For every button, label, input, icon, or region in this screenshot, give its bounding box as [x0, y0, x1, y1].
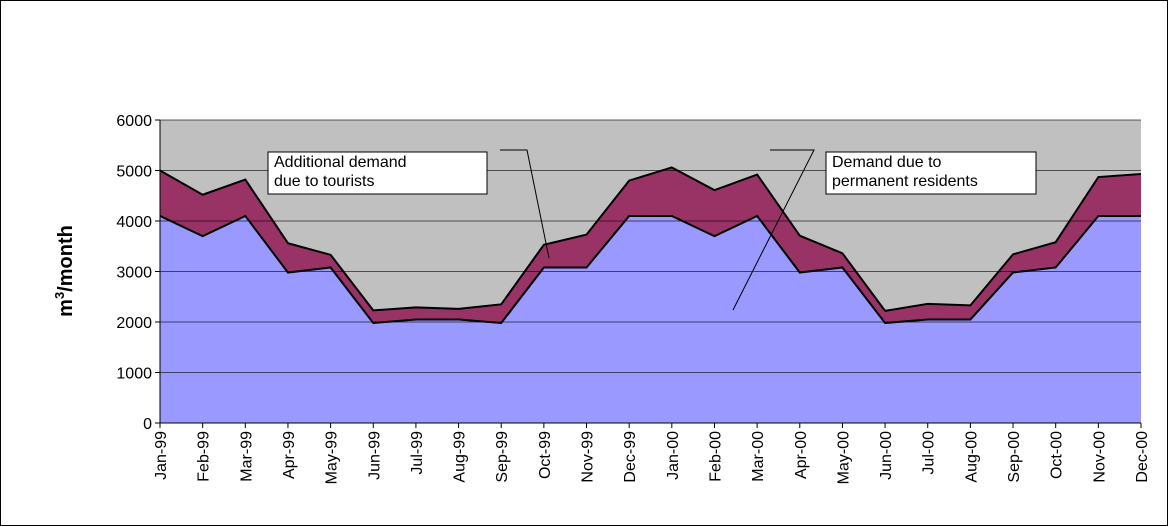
- x-tick-label: Jul-99: [409, 431, 426, 475]
- x-tick-label: Jul-00: [921, 431, 938, 475]
- x-tick-label: Dec-00: [1134, 431, 1151, 483]
- annotation-box: [825, 151, 1037, 195]
- x-tick-label: Apr-00: [793, 431, 810, 479]
- x-tick-label: Feb-00: [707, 431, 724, 482]
- y-label-rest: /month: [55, 225, 77, 292]
- x-tick-label: Nov-00: [1091, 431, 1108, 483]
- annotation-text: permanent residents: [832, 173, 978, 190]
- area-edge: [159, 166, 1142, 312]
- annotations: Additional demand due to tourists Demand…: [267, 149, 1037, 311]
- annotation-box: [267, 151, 488, 195]
- area: [160, 167, 1141, 324]
- y-tick-label: 2000: [116, 315, 152, 332]
- x-tick-label: Oct-99: [537, 431, 554, 479]
- annotation-text: due to tourists: [274, 173, 375, 190]
- y-tick-label: 0: [143, 416, 152, 433]
- x-tick-label: Dec-99: [622, 431, 639, 483]
- annotation-text: Demand due to: [832, 154, 942, 171]
- y-tick-label: 5000: [116, 164, 152, 181]
- x-tick-label: Mar-00: [750, 431, 767, 482]
- y-axis-label: m3/month: [52, 225, 77, 317]
- plot-layer: 0 1000 2000 3000 4000 5000 6000 Jan-99 Feb-99 Mar…: [116, 113, 1151, 484]
- x-tick-label: Feb-99: [196, 431, 213, 482]
- x-tick-label: Aug-00: [963, 431, 980, 483]
- x-tick-label: Jan-00: [665, 431, 682, 480]
- x-tick-label: May-99: [324, 431, 341, 484]
- area: [160, 215, 1141, 423]
- y-tick-label: 4000: [116, 214, 152, 231]
- leader-line: [500, 149, 550, 259]
- y-tick-label: 1000: [116, 366, 152, 383]
- x-tick-label: Sep-99: [494, 431, 511, 483]
- x-tick-label: Mar-99: [238, 431, 255, 482]
- leader-line: [732, 149, 815, 311]
- y-tick-label: 6000: [116, 113, 152, 130]
- x-tick-label: Aug-99: [452, 431, 469, 483]
- x-tick-label: Jun-99: [366, 431, 383, 480]
- y-tick-label: 3000: [116, 265, 152, 282]
- y-label-sup: 3: [52, 292, 67, 299]
- annotation-text: Additional demand: [274, 154, 407, 171]
- x-tick-label: Apr-99: [281, 431, 298, 479]
- area-edge: [159, 214, 1141, 325]
- y-label-base: m: [55, 299, 77, 317]
- x-tick-label: Sep-00: [1006, 431, 1023, 483]
- x-tick-label: Jan-99: [153, 431, 170, 480]
- x-tick-label: Jun-00: [878, 431, 895, 480]
- x-tick-label: Nov-99: [580, 431, 597, 483]
- x-tick-label: May-00: [835, 431, 852, 484]
- x-tick-label: Oct-00: [1049, 431, 1066, 479]
